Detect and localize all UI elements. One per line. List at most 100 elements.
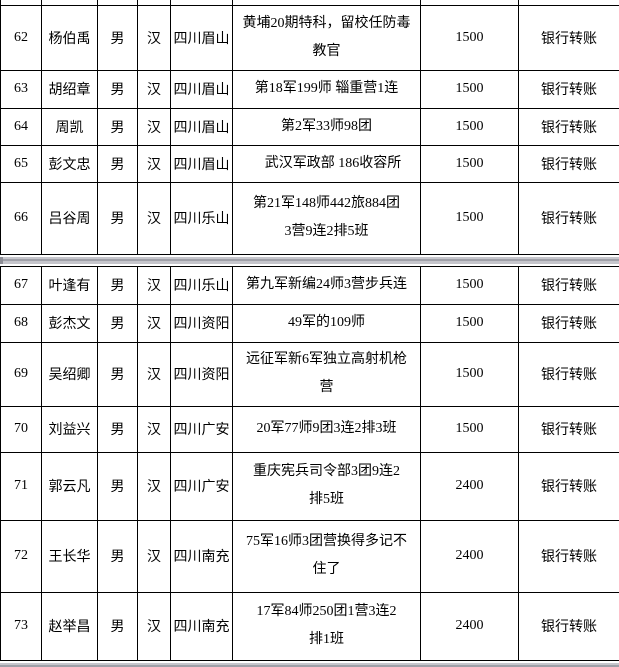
cell-origin: 四川乐山 [171, 182, 233, 254]
cell-name: 郭云凡 [42, 452, 98, 520]
cell-name: 王长华 [42, 520, 98, 592]
cell-gender: 男 [98, 304, 138, 342]
cell-unit: 黄埔20期特科，留校任防毒 教官 [233, 5, 421, 70]
cell-name: 胡绍章 [42, 70, 98, 108]
cell-ethnicity: 汉 [138, 342, 171, 406]
cell-gender: 男 [98, 406, 138, 452]
cell-origin: 四川南充 [171, 592, 233, 660]
cell-gender: 男 [98, 520, 138, 592]
cell-no: 69 [1, 342, 42, 406]
cell-name: 彭杰文 [42, 304, 98, 342]
cell-amount: 2400 [421, 592, 519, 660]
cell-amount: 1500 [421, 342, 519, 406]
cell-name: 周凯 [42, 108, 98, 145]
cell-gender: 男 [98, 145, 138, 182]
cell-ethnicity: 汉 [138, 145, 171, 182]
cell-name: 刘益兴 [42, 406, 98, 452]
cell-unit: 20军77师9团3连2排3班 [233, 406, 421, 452]
cell-origin: 四川南充 [171, 520, 233, 592]
cell-amount: 1500 [421, 406, 519, 452]
cell-unit: 武汉军政部 186收容所 [233, 145, 421, 182]
cell-amount: 1500 [421, 182, 519, 254]
cell-payment: 银行转账 [519, 266, 619, 304]
cell-payment: 银行转账 [519, 145, 619, 182]
cell-ethnicity: 汉 [138, 182, 171, 254]
cell-payment: 银行转账 [519, 342, 619, 406]
cell-origin: 四川广安 [171, 452, 233, 520]
cell-unit: 远征军新6军独立高射机枪 营 [233, 342, 421, 406]
cell-amount: 2400 [421, 452, 519, 520]
cell-unit: 第2军33师98团 [233, 108, 421, 145]
cell-no: 71 [1, 452, 42, 520]
cell-no: 63 [1, 70, 42, 108]
cell-name: 叶逢有 [42, 266, 98, 304]
cell-ethnicity: 汉 [138, 452, 171, 520]
cell-amount: 1500 [421, 145, 519, 182]
cell-amount: 2400 [421, 520, 519, 592]
cell-payment: 银行转账 [519, 592, 619, 660]
cell-ethnicity: 汉 [138, 592, 171, 660]
cell-gender: 男 [98, 182, 138, 254]
cell-payment: 银行转账 [519, 520, 619, 592]
cell-amount: 1500 [421, 5, 519, 70]
cell-origin: 四川乐山 [171, 266, 233, 304]
cell-no: 64 [1, 108, 42, 145]
cell-no: 72 [1, 520, 42, 592]
cell-unit: 17军84师250团1营3连2 排1班 [233, 592, 421, 660]
cell-ethnicity: 汉 [138, 520, 171, 592]
cell-gender: 男 [98, 5, 138, 70]
cell-unit: 第21军148师442旅884团 3营9连2排5班 [233, 182, 421, 254]
cell-gender: 男 [98, 452, 138, 520]
page-break-bar-left-cap [0, 257, 3, 264]
cell-amount: 1500 [421, 266, 519, 304]
cell-payment: 银行转账 [519, 108, 619, 145]
cell-ethnicity: 汉 [138, 266, 171, 304]
cell-ethnicity: 汉 [138, 5, 171, 70]
cell-amount: 1500 [421, 304, 519, 342]
cell-origin: 四川资阳 [171, 342, 233, 406]
cell-origin: 四川眉山 [171, 145, 233, 182]
cell-payment: 银行转账 [519, 5, 619, 70]
page-break-divider [0, 255, 619, 266]
cell-ethnicity: 汉 [138, 406, 171, 452]
cell-name: 彭文忠 [42, 145, 98, 182]
cell-no: 62 [1, 5, 42, 70]
cell-unit: 第18军199师 辎重营1连 [233, 70, 421, 108]
cell-name: 杨伯禹 [42, 5, 98, 70]
cell-no: 68 [1, 304, 42, 342]
cell-name: 吕谷周 [42, 182, 98, 254]
cell-unit: 第九军新编24师3营步兵连 [233, 266, 421, 304]
cell-amount: 1500 [421, 70, 519, 108]
page-break-bar [0, 257, 619, 264]
cell-unit: 49军的109师 [233, 304, 421, 342]
cell-payment: 银行转账 [519, 452, 619, 520]
cell-payment: 银行转账 [519, 70, 619, 108]
cell-ethnicity: 汉 [138, 108, 171, 145]
cell-ethnicity: 汉 [138, 304, 171, 342]
cell-no: 66 [1, 182, 42, 254]
cell-gender: 男 [98, 108, 138, 145]
cell-name: 吴绍卿 [42, 342, 98, 406]
cell-origin: 四川眉山 [171, 70, 233, 108]
cell-unit: 重庆宪兵司令部3团9连2 排5班 [233, 452, 421, 520]
cell-origin: 四川广安 [171, 406, 233, 452]
cell-no: 70 [1, 406, 42, 452]
cell-gender: 男 [98, 342, 138, 406]
cell-ethnicity: 汉 [138, 70, 171, 108]
cell-origin: 四川资阳 [171, 304, 233, 342]
cell-gender: 男 [98, 592, 138, 660]
cell-gender: 男 [98, 70, 138, 108]
cell-no: 65 [1, 145, 42, 182]
cell-payment: 银行转账 [519, 304, 619, 342]
